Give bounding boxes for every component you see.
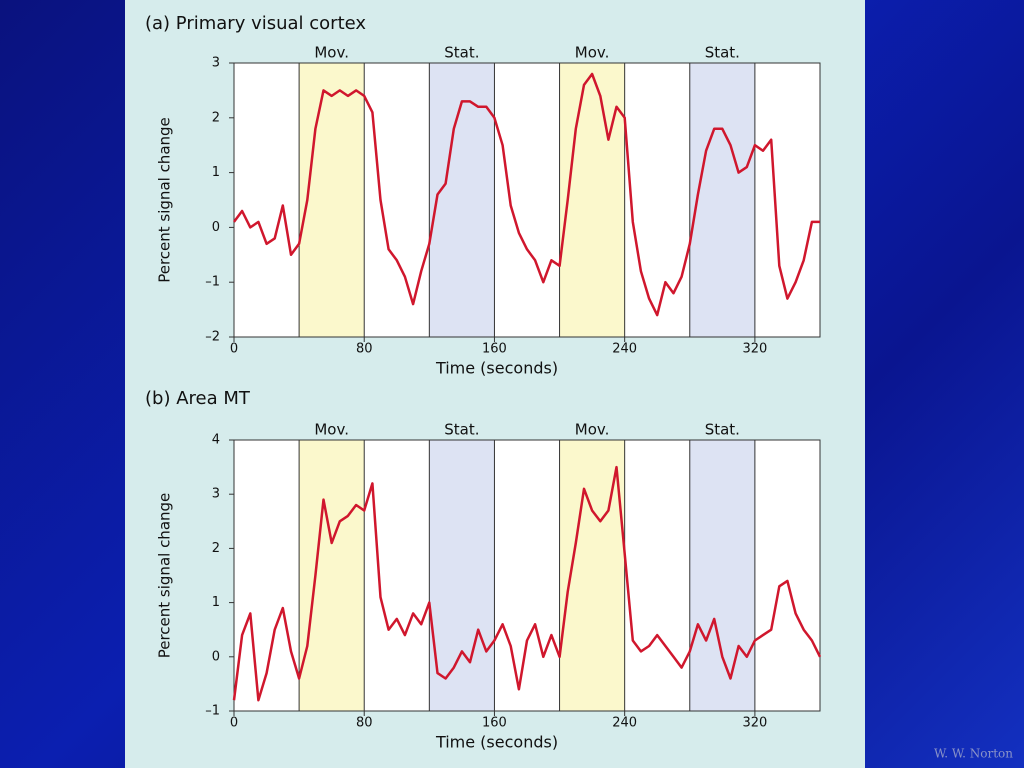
block xyxy=(429,63,495,337)
y-tick-label: 1 xyxy=(212,165,220,180)
y-tick-label: 0 xyxy=(212,649,220,664)
y-tick-label: –1 xyxy=(205,275,220,290)
y-tick-label: –2 xyxy=(205,330,220,345)
block xyxy=(429,440,495,711)
x-tick-label: 80 xyxy=(356,342,373,357)
x-axis-label: Time (seconds) xyxy=(435,359,558,378)
y-tick-label: 2 xyxy=(212,541,220,556)
block-label: Stat. xyxy=(705,44,740,62)
block-label: Mov. xyxy=(314,421,349,439)
block-label: Mov. xyxy=(575,421,610,439)
watermark: W. W. Norton xyxy=(934,747,1013,761)
chart-title: (a) Primary visual cortex xyxy=(145,13,366,34)
block xyxy=(559,63,625,337)
x-axis-label: Time (seconds) xyxy=(435,733,558,752)
block xyxy=(689,440,755,711)
y-tick-label: –1 xyxy=(205,704,220,719)
block-label: Mov. xyxy=(314,44,349,62)
y-tick-label: 3 xyxy=(212,56,220,71)
x-tick-label: 240 xyxy=(612,716,637,731)
series-line xyxy=(232,465,822,702)
block-label: Stat. xyxy=(705,421,740,439)
y-tick-label: 2 xyxy=(212,110,220,125)
y-axis-label: Percent signal change xyxy=(156,493,174,659)
x-tick-label: 80 xyxy=(356,716,373,731)
x-tick-label: 160 xyxy=(482,716,507,731)
block-label: Mov. xyxy=(575,44,610,62)
y-tick-label: 0 xyxy=(212,220,220,235)
chart-title: (b) Area MT xyxy=(145,388,251,409)
x-tick-label: 240 xyxy=(612,342,637,357)
y-tick-label: 3 xyxy=(212,487,220,502)
x-tick-label: 320 xyxy=(742,716,767,731)
block xyxy=(299,440,365,711)
x-tick-label: 160 xyxy=(482,342,507,357)
block xyxy=(299,63,365,337)
y-tick-label: 1 xyxy=(212,595,220,610)
series-line xyxy=(232,72,820,317)
x-tick-label: 320 xyxy=(742,342,767,357)
block-label: Stat. xyxy=(444,421,479,439)
y-axis-label: Percent signal change xyxy=(156,117,174,283)
y-tick-label: 4 xyxy=(212,433,220,448)
block xyxy=(689,63,755,337)
plot-frame xyxy=(233,439,821,712)
block-label: Stat. xyxy=(444,44,479,62)
x-tick-label: 0 xyxy=(230,716,238,731)
plot-frame xyxy=(233,62,821,338)
x-tick-label: 0 xyxy=(230,342,238,357)
